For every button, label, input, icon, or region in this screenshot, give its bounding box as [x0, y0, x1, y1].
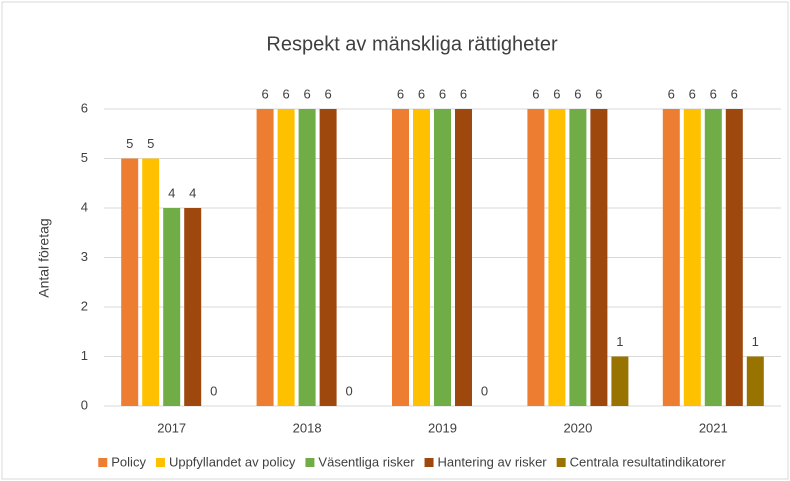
bar	[683, 109, 701, 406]
data-label: 1	[616, 334, 623, 349]
bar	[256, 109, 274, 406]
data-label: 6	[303, 86, 310, 101]
y-tick-label: 2	[81, 298, 88, 313]
bar	[746, 356, 764, 406]
bar	[298, 109, 316, 406]
data-label: 6	[668, 86, 675, 101]
bar	[434, 109, 451, 406]
legend-label: Väsentliga risker	[318, 454, 415, 469]
legend-label: Policy	[111, 454, 146, 469]
data-label: 5	[126, 136, 133, 151]
bar	[142, 158, 160, 406]
y-tick-label: 4	[81, 199, 88, 214]
data-label: 0	[345, 383, 352, 398]
y-tick-label: 6	[81, 100, 88, 115]
x-tick-label: 2018	[293, 420, 322, 435]
bar	[121, 158, 139, 406]
data-label: 0	[210, 383, 217, 398]
bar	[527, 109, 545, 406]
y-tick-label: 3	[81, 249, 88, 264]
bar	[277, 109, 295, 406]
data-label: 6	[282, 86, 289, 101]
x-tick-label: 2017	[157, 420, 186, 435]
y-tick-label: 0	[81, 397, 88, 412]
data-label: 6	[460, 86, 467, 101]
data-label: 6	[532, 86, 539, 101]
x-tick-label: 2020	[563, 420, 592, 435]
legend-label: Hantering av risker	[438, 454, 548, 469]
legend-swatch	[556, 458, 566, 467]
data-label: 0	[481, 383, 488, 398]
bar	[569, 109, 587, 406]
bar	[611, 356, 629, 406]
data-label: 6	[689, 86, 696, 101]
data-label: 4	[168, 185, 175, 200]
data-label: 6	[261, 86, 268, 101]
data-label: 6	[418, 86, 425, 101]
x-tick-label: 2019	[428, 420, 457, 435]
legend-swatch	[98, 458, 108, 467]
data-label: 6	[397, 86, 404, 101]
data-label: 6	[574, 86, 581, 101]
bar	[704, 109, 722, 406]
bar	[725, 109, 743, 406]
legend-swatch	[424, 458, 434, 467]
legend-swatch	[305, 458, 315, 467]
bar	[413, 109, 430, 406]
data-label: 1	[752, 334, 759, 349]
data-label: 6	[710, 86, 717, 101]
data-label: 6	[731, 86, 738, 101]
legend-label: Centrala resultatindikatorer	[570, 454, 727, 469]
x-tick-label: 2021	[699, 420, 728, 435]
bar	[662, 109, 680, 406]
data-label: 4	[189, 185, 196, 200]
bar	[163, 208, 181, 406]
y-tick-label: 5	[81, 150, 88, 165]
data-label: 6	[324, 86, 331, 101]
bar	[455, 109, 472, 406]
bar	[392, 109, 409, 406]
y-tick-label: 1	[81, 348, 88, 363]
bar	[184, 208, 202, 406]
data-label: 6	[439, 86, 446, 101]
bar	[319, 109, 337, 406]
data-label: 6	[553, 86, 560, 101]
bar	[548, 109, 566, 406]
y-axis-label: Antal företag	[36, 218, 52, 297]
chart-title: Respekt av mänskliga rättigheter	[266, 33, 558, 55]
legend-label: Uppfyllandet av policy	[169, 454, 296, 469]
bar	[590, 109, 608, 406]
legend-swatch	[155, 458, 165, 467]
data-label: 6	[595, 86, 602, 101]
data-label: 5	[147, 136, 154, 151]
